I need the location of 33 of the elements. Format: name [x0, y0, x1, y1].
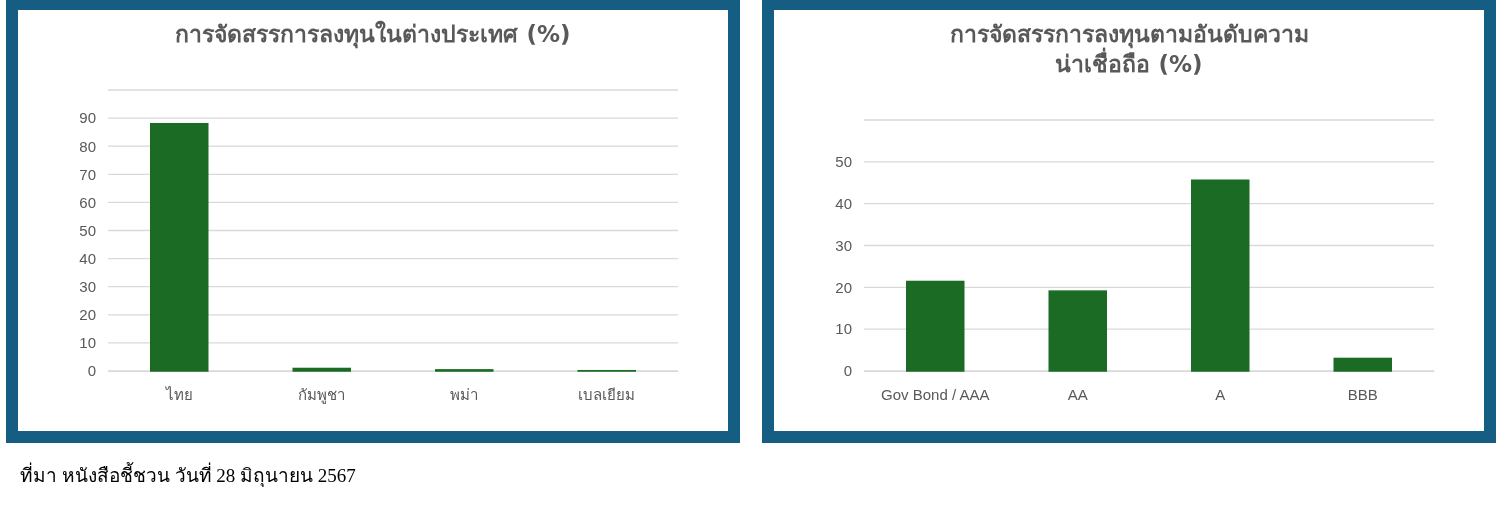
y-tick-label: 40	[835, 194, 852, 212]
x-tick-label: ไทย	[164, 385, 193, 403]
bar	[906, 280, 965, 372]
y-tick-label: 0	[843, 362, 852, 380]
bar	[1191, 179, 1250, 372]
chart-title: การจัดสรรการลงทุนในต่างประเทศ (%)	[175, 20, 571, 49]
bar	[292, 367, 351, 372]
text: ที่มา หนังสือชี้ชวน วันที่ 28 มิถุนายน 2567	[20, 461, 356, 489]
chart-title: การจัดสรรการลงทุนตามอันดับความน่าเชื่อถือ (%)	[949, 21, 1309, 77]
y-tick-label: 0	[87, 362, 96, 380]
x-tick-label: A	[1215, 385, 1226, 403]
x-tick-label: กัมพูชา	[298, 385, 346, 404]
y-tick-label: 90	[79, 109, 96, 127]
y-tick-label: 10	[835, 320, 852, 338]
y-tick-label: 30	[79, 278, 96, 295]
y-tick-label: 20	[79, 306, 96, 324]
x-tick-label: เบลเยียม	[578, 385, 636, 403]
x-tick-label: พม่า	[450, 385, 479, 403]
x-tick-label: Gov Bond / AAA	[881, 385, 990, 403]
x-tick-label: BBB	[1347, 385, 1378, 403]
bar	[1048, 290, 1107, 372]
y-tick-label: 30	[835, 236, 852, 254]
bar	[1333, 357, 1392, 372]
y-tick-label: 60	[79, 193, 96, 211]
y-tick-label: 50	[835, 153, 852, 171]
y-tick-label: 20	[835, 278, 852, 296]
y-tick-label: 70	[79, 165, 96, 183]
y-tick-label: 80	[79, 137, 96, 155]
bar	[150, 122, 209, 372]
y-tick-label: 40	[79, 249, 96, 267]
y-tick-label: 50	[79, 221, 96, 239]
x-tick-label: AA	[1067, 385, 1088, 403]
y-tick-label: 10	[79, 334, 96, 352]
